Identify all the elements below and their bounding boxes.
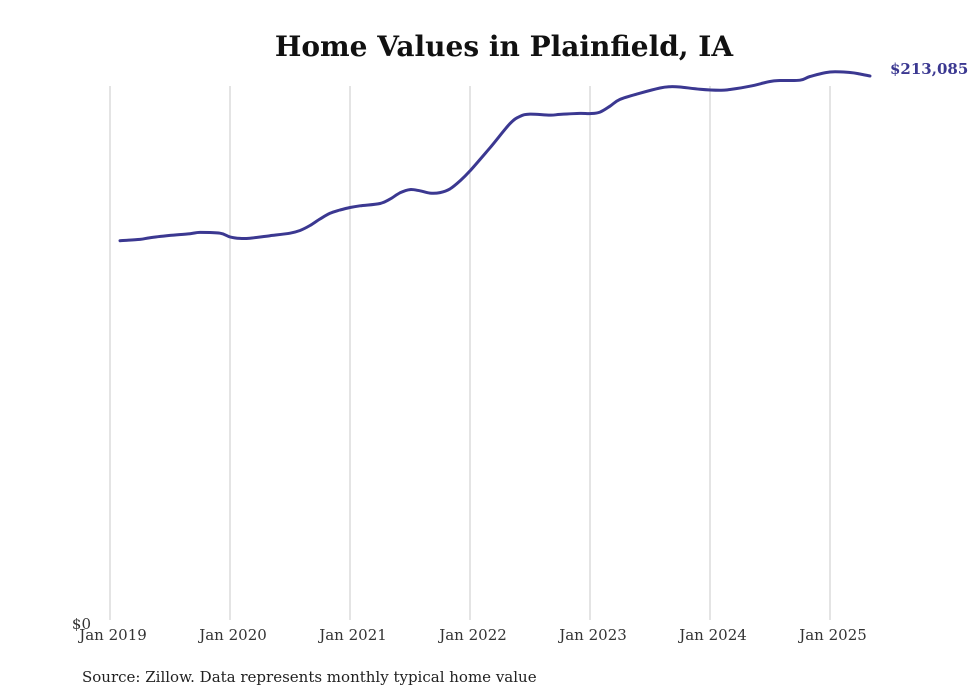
gridlines	[109, 86, 831, 620]
chart-title: Home Values in Plainfield, IA	[274, 30, 734, 63]
end-value-label: $213,085	[890, 60, 968, 78]
x-tick-label: Jan 2024	[677, 626, 747, 644]
series-line-0	[118, 70, 872, 243]
source-note: Source: Zillow. Data represents monthly …	[82, 668, 537, 686]
x-tick-label: Jan 2023	[557, 626, 627, 644]
x-tick-label: Jan 2021	[317, 626, 387, 644]
x-tick-label: Jan 2022	[437, 626, 507, 644]
series	[118, 70, 872, 243]
x-tick-label: Jan 2025	[797, 626, 867, 644]
y-axis: $0	[72, 615, 91, 633]
x-tick-label: Jan 2020	[197, 626, 267, 644]
x-axis: Jan 2019 Jan 2020 Jan 2021 Jan 2022 Jan 2023…	[77, 626, 867, 644]
line-chart: Jan 2019 Jan 2020 Jan 2021 Jan 2022 Jan 2023…	[72, 60, 968, 644]
y-tick-label: $0	[72, 615, 91, 633]
x-tick-label: Jan 2019	[77, 626, 147, 644]
end-labels: $213,085	[890, 60, 968, 78]
